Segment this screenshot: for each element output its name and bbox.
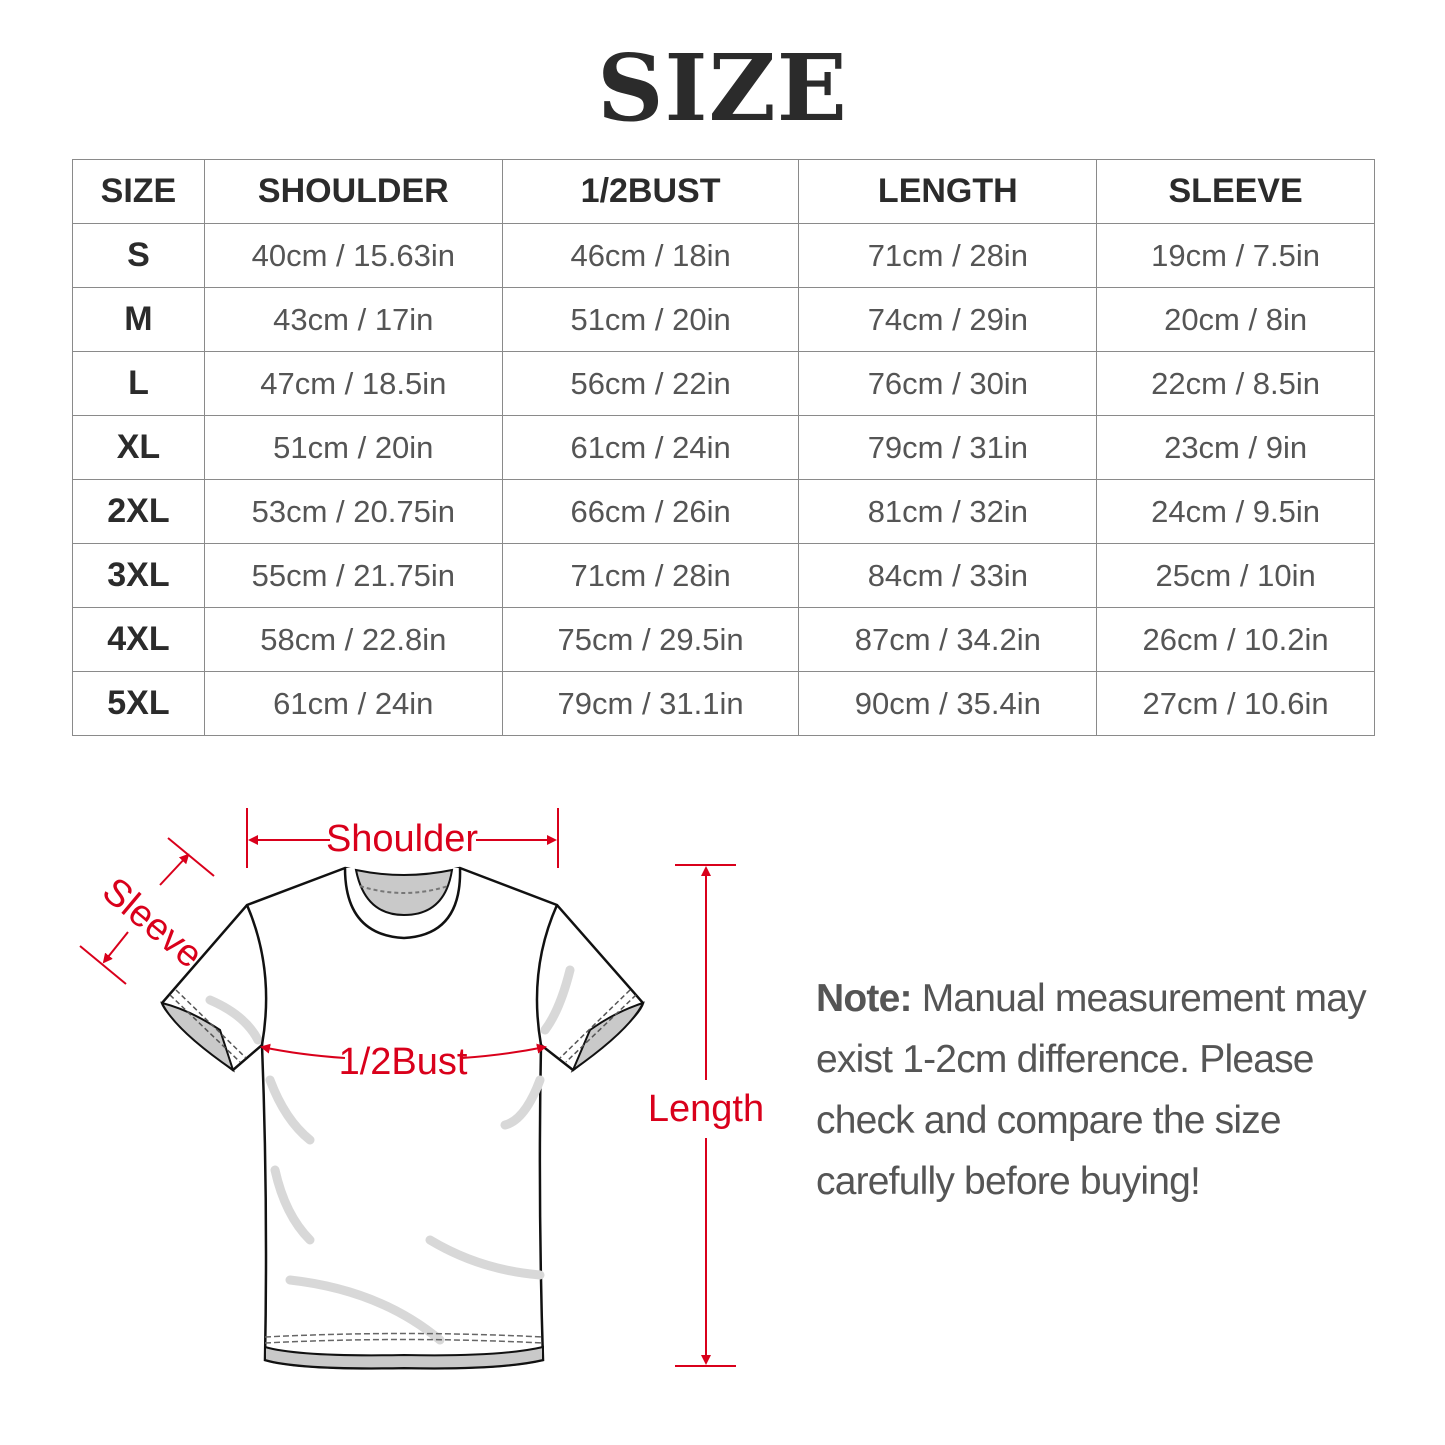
measurement-cell: 25cm / 10in <box>1096 543 1375 608</box>
measurement-cell: 75cm / 29.5in <box>501 607 800 672</box>
length-measure <box>675 864 736 1367</box>
shoulder-measure <box>246 808 559 868</box>
table-row: 3XL 55cm / 21.75in 71cm / 28in 84cm / 33in 2… <box>72 543 1375 608</box>
column-header-size: SIZE <box>72 159 205 224</box>
size-cell: S <box>72 223 205 288</box>
measurement-cell: 40cm / 15.63in <box>203 223 503 288</box>
table-row: L 47cm / 18.5in 56cm / 22in 76cm / 30in 22cm… <box>72 351 1375 416</box>
length-label: Length <box>648 1088 764 1130</box>
tshirt-illustration <box>160 866 645 1370</box>
column-header-sleeve: SLEEVE <box>1096 159 1375 224</box>
measurement-cell: 79cm / 31in <box>798 415 1098 480</box>
measurement-cell: 61cm / 24in <box>501 415 800 480</box>
note-text: Note: Manual measurement may exist 1-2cm… <box>816 968 1406 1212</box>
table-row: 2XL 53cm / 20.75in 66cm / 26in 81cm / 32in 2… <box>72 479 1375 544</box>
note-body: Manual measurement may exist 1-2cm diffe… <box>816 977 1367 1203</box>
size-cell: 4XL <box>72 607 205 672</box>
table-row: S 40cm / 15.63in 46cm / 18in 71cm / 28in 19c… <box>72 223 1375 288</box>
note-label: Note: <box>816 977 912 1020</box>
measurement-cell: 20cm / 8in <box>1096 287 1375 352</box>
bust-label: 1/2Bust <box>339 1041 468 1083</box>
table-row: XL 51cm / 20in 61cm / 24in 79cm / 31in 23cm … <box>72 415 1375 480</box>
measurement-cell: 56cm / 22in <box>501 351 800 416</box>
measurement-cell: 55cm / 21.75in <box>203 543 503 608</box>
measurement-cell: 47cm / 18.5in <box>203 351 503 416</box>
shoulder-label: Shoulder <box>326 818 478 860</box>
measurement-cell: 71cm / 28in <box>501 543 800 608</box>
sleeve-label: Sleeve <box>94 870 210 977</box>
measurement-cell: 66cm / 26in <box>501 479 800 544</box>
page-title: SIZE <box>597 34 848 142</box>
measurement-cell: 26cm / 10.2in <box>1096 607 1375 672</box>
measurement-cell: 23cm / 9in <box>1096 415 1375 480</box>
measurement-cell: 58cm / 22.8in <box>203 607 503 672</box>
tshirt-outline <box>160 866 645 1370</box>
size-cell: 2XL <box>72 479 205 544</box>
measurement-cell: 79cm / 31.1in <box>501 671 800 736</box>
size-cell: 5XL <box>72 671 205 736</box>
measurement-cell: 90cm / 35.4in <box>798 671 1098 736</box>
measurement-cell: 53cm / 20.75in <box>203 479 503 544</box>
table-row: 5XL 61cm / 24in 79cm / 31.1in 90cm / 35.4in… <box>72 671 1375 736</box>
bust-measure <box>260 1043 547 1059</box>
table-header-row: SIZE SHOULDER 1/2BUST LENGTH SLEEVE <box>72 159 1375 224</box>
measurement-cell: 24cm / 9.5in <box>1096 479 1375 544</box>
measurement-cell: 19cm / 7.5in <box>1096 223 1375 288</box>
size-table: SIZE SHOULDER 1/2BUST LENGTH SLEEVE S 40cm / … <box>72 159 1375 736</box>
size-cell: M <box>72 287 205 352</box>
sleeve-measure <box>79 837 215 985</box>
measurement-cell: 81cm / 32in <box>798 479 1098 544</box>
measurement-cell: 84cm / 33in <box>798 543 1098 608</box>
column-header-length: LENGTH <box>798 159 1098 224</box>
column-header-1-2bust: 1/2BUST <box>501 159 800 224</box>
measurement-cell: 27cm / 10.6in <box>1096 671 1375 736</box>
measurement-cell: 43cm / 17in <box>203 287 503 352</box>
measurement-cell: 74cm / 29in <box>798 287 1098 352</box>
measurement-cell: 46cm / 18in <box>501 223 800 288</box>
table-row: M 43cm / 17in 51cm / 20in 74cm / 29in 20cm /… <box>72 287 1375 352</box>
size-cell: L <box>72 351 205 416</box>
size-cell: 3XL <box>72 543 205 608</box>
measurement-cell: 51cm / 20in <box>501 287 800 352</box>
measurement-cell: 61cm / 24in <box>203 671 503 736</box>
measurement-cell: 22cm / 8.5in <box>1096 351 1375 416</box>
measurement-cell: 76cm / 30in <box>798 351 1098 416</box>
measurement-cell: 51cm / 20in <box>203 415 503 480</box>
